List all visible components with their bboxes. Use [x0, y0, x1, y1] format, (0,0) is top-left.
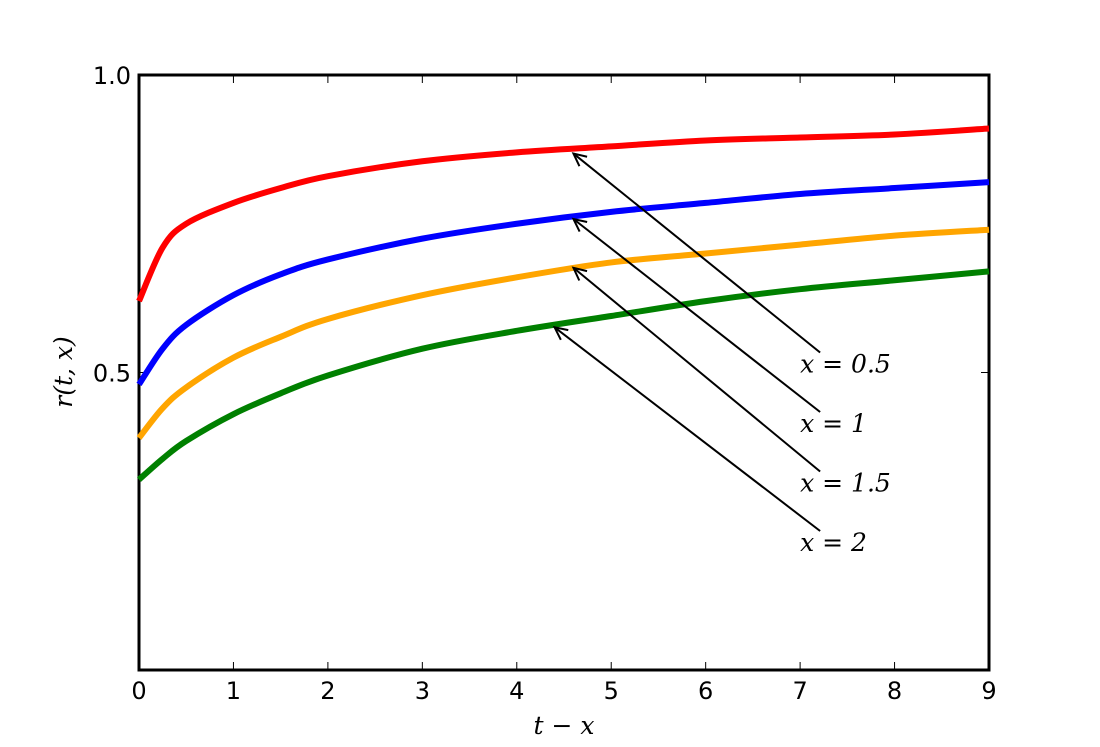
x-tick-label: 5: [604, 677, 619, 705]
annotation-label: x = 1: [800, 409, 867, 438]
x-tick-label: 1: [226, 677, 241, 705]
series-line-1: [136, 125, 990, 303]
x-tick-label: 3: [415, 677, 430, 705]
annotation-arrow: [572, 152, 821, 354]
annotation-arrowhead: [571, 266, 588, 281]
x-tick-label: 9: [981, 677, 996, 705]
x-tick-label: 4: [509, 677, 524, 705]
x-axis-label: t − x: [534, 711, 595, 740]
series-line-2: [136, 179, 990, 387]
annotation-arrowhead: [552, 325, 569, 341]
x-tick-label: 2: [320, 677, 335, 705]
series-lines: [136, 125, 990, 482]
x-tick-label: 7: [792, 677, 807, 705]
annotation-arrowhead: [571, 217, 588, 232]
x-tick-label: 6: [698, 677, 713, 705]
x-tick-label: 0: [131, 677, 146, 705]
x-tick-label: 8: [887, 677, 902, 705]
series-line-4: [137, 268, 990, 482]
annotations: x = 0.5 x = 1 x = 1.5 x = 2: [552, 152, 891, 557]
annotation-label: x = 1.5: [800, 469, 891, 498]
series-line-3: [136, 226, 990, 440]
annotation-label: x = 2: [800, 528, 867, 557]
annotation-arrow: [572, 267, 821, 473]
x-axis: 0 1 2 3 4 5 6 7 8 9: [131, 75, 997, 705]
annotation-label: x = 0.5: [800, 350, 891, 379]
annotation-arrowhead: [571, 152, 588, 167]
y-axis: 0.5 1.0: [93, 62, 989, 388]
annotation-arrow: [553, 326, 821, 532]
y-tick-label: 1.0: [93, 62, 131, 90]
y-axis-label: r(t, x): [49, 336, 78, 408]
y-tick-label: 0.5: [93, 360, 131, 388]
annotation-arrow: [572, 218, 821, 413]
